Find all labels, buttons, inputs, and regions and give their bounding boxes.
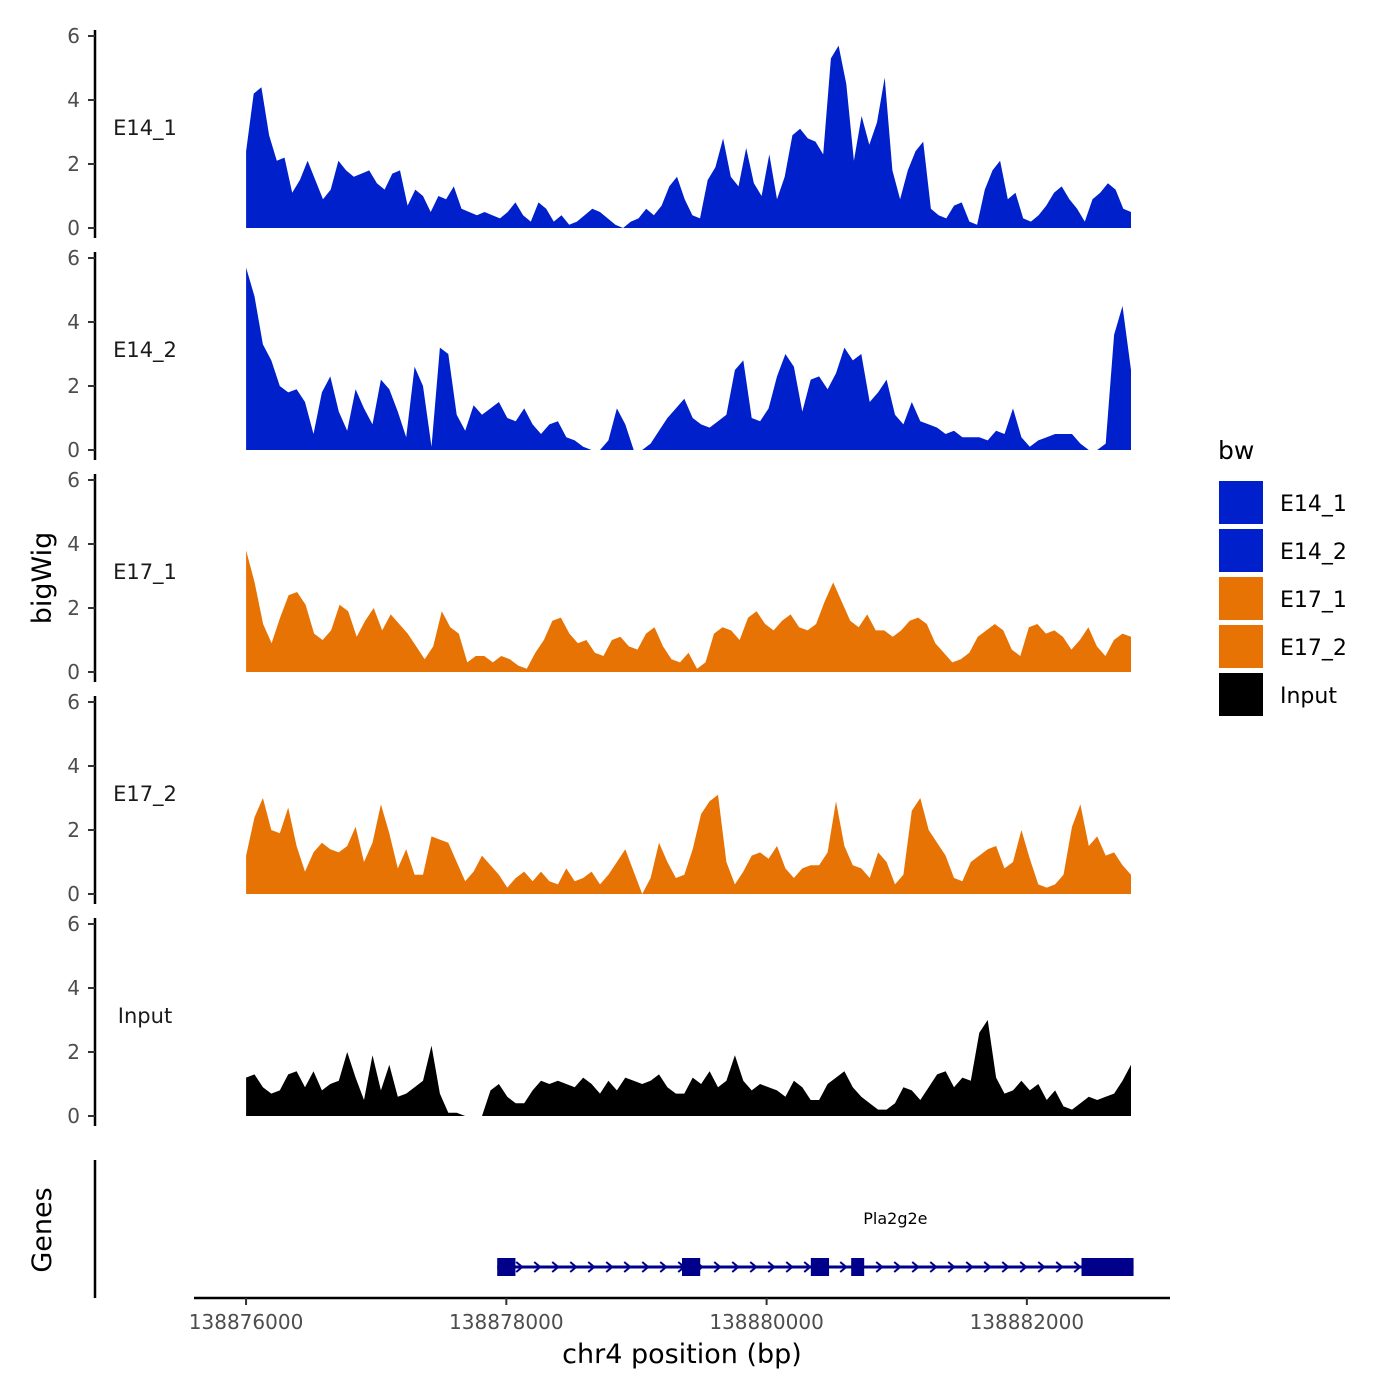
y-tick-label: 0: [67, 882, 80, 906]
strand-arrow: [947, 1261, 956, 1273]
strand-arrow: [533, 1261, 542, 1273]
x-tick-label: 138880000: [709, 1310, 824, 1334]
track-label: E14_2: [113, 338, 177, 363]
signal-area-E14_2: [246, 267, 1132, 450]
legend-label: E17_1: [1280, 588, 1347, 613]
y-tick-label: 4: [67, 976, 80, 1000]
legend-label: E14_1: [1280, 492, 1347, 517]
strand-arrow: [1001, 1261, 1010, 1273]
strand-arrow: [641, 1261, 650, 1273]
strand-arrow: [785, 1261, 794, 1273]
strand-arrow: [1055, 1261, 1064, 1273]
strand-arrow: [839, 1261, 848, 1273]
y-tick-label: 2: [67, 152, 80, 176]
legend: bw E14_1 E14_2 E17_1 E17_2 Input: [1218, 436, 1347, 716]
track-E14_1: 0 2 4 6 E14_1: [67, 24, 1132, 240]
legend-label: Input: [1280, 684, 1337, 709]
legend-swatch-E14_2: [1219, 529, 1263, 572]
x-tick-label: 138882000: [970, 1310, 1085, 1334]
legend-swatch-E17_2: [1219, 625, 1263, 668]
gene-exon: [497, 1258, 516, 1276]
strand-arrow: [659, 1261, 668, 1273]
strand-arrow: [731, 1261, 740, 1273]
genes-panel: Pla2g2e: [93, 1160, 1134, 1298]
track-E17_1: 0 2 4 6 E17_1: [67, 468, 1132, 684]
strand-arrow: [605, 1261, 614, 1273]
strand-arrow: [929, 1261, 938, 1273]
strand-arrow: [911, 1261, 920, 1273]
track-Input: 0 2 4 6 Input: [67, 912, 1132, 1128]
strand-arrow: [623, 1261, 632, 1273]
track-label: E14_1: [113, 116, 177, 141]
y-tick-label: 6: [67, 24, 80, 48]
strand-arrow: [515, 1261, 524, 1273]
gene-exon: [1081, 1258, 1134, 1276]
x-axis: 138876000 138878000 138880000 138882000: [189, 1296, 1170, 1334]
strand-arrow: [749, 1261, 758, 1273]
strand-arrow: [893, 1261, 902, 1273]
strand-arrow: [569, 1261, 578, 1273]
legend-swatch-E14_1: [1219, 481, 1263, 524]
x-axis-title: chr4 position (bp): [562, 1339, 802, 1370]
gene-label: Pla2g2e: [863, 1209, 927, 1228]
legend-swatch-E17_1: [1219, 577, 1263, 620]
strand-arrow: [713, 1261, 722, 1273]
track-E14_2: 0 2 4 6 E14_2: [67, 246, 1132, 462]
strand-arrow: [1073, 1261, 1082, 1273]
y-tick-label: 0: [67, 660, 80, 684]
y-tick-label: 0: [67, 216, 80, 240]
y-tick-label: 0: [67, 1104, 80, 1128]
y-tick-label: 6: [67, 246, 80, 270]
signal-area-E17_1: [246, 550, 1132, 672]
strand-arrow: [803, 1261, 812, 1273]
y-tick-label: 6: [67, 912, 80, 936]
strand-arrow: [587, 1261, 596, 1273]
y-tick-label: 6: [67, 690, 80, 714]
y-tick-label: 2: [67, 1040, 80, 1064]
signal-area-E14_1: [246, 45, 1132, 228]
strand-arrow: [965, 1261, 974, 1273]
strand-arrow: [551, 1261, 560, 1273]
y-axis-title: bigWig: [27, 532, 58, 625]
y-tick-label: 4: [67, 532, 80, 556]
legend-label: E17_2: [1280, 636, 1347, 661]
strand-arrow: [1019, 1261, 1028, 1273]
signal-area-Input: [246, 1020, 1132, 1116]
x-tick-label: 138878000: [449, 1310, 564, 1334]
y-tick-label: 4: [67, 88, 80, 112]
tracks-layer: 0 2 4 6 E14_1 0 2 4 6 E14_2 0 2 4 6 E17_1 0 2 4 6 E17_2 0 2 4 6…: [67, 24, 1132, 1128]
y-tick-label: 2: [67, 374, 80, 398]
legend-label: E14_2: [1280, 540, 1347, 565]
y-tick-label: 2: [67, 596, 80, 620]
x-tick-label: 138876000: [189, 1310, 304, 1334]
y-tick-label: 6: [67, 468, 80, 492]
track-E17_2: 0 2 4 6 E17_2: [67, 690, 1132, 906]
gene-exon: [810, 1258, 830, 1276]
strand-arrow: [875, 1261, 884, 1273]
genes-axis-title: Genes: [27, 1187, 58, 1272]
y-tick-label: 2: [67, 818, 80, 842]
legend-swatch-Input: [1219, 673, 1263, 716]
track-label: E17_1: [113, 560, 177, 585]
legend-title: bw: [1218, 436, 1254, 465]
strand-arrow: [1037, 1261, 1046, 1273]
gene-exon: [682, 1258, 701, 1276]
track-label: E17_2: [113, 782, 177, 807]
y-tick-label: 4: [67, 310, 80, 334]
strand-arrow: [983, 1261, 992, 1273]
signal-area-E17_2: [246, 794, 1132, 894]
track-label: Input: [118, 1004, 172, 1028]
strand-arrow: [767, 1261, 776, 1273]
y-tick-label: 4: [67, 754, 80, 778]
y-tick-label: 0: [67, 438, 80, 462]
gene-exon: [851, 1258, 865, 1276]
